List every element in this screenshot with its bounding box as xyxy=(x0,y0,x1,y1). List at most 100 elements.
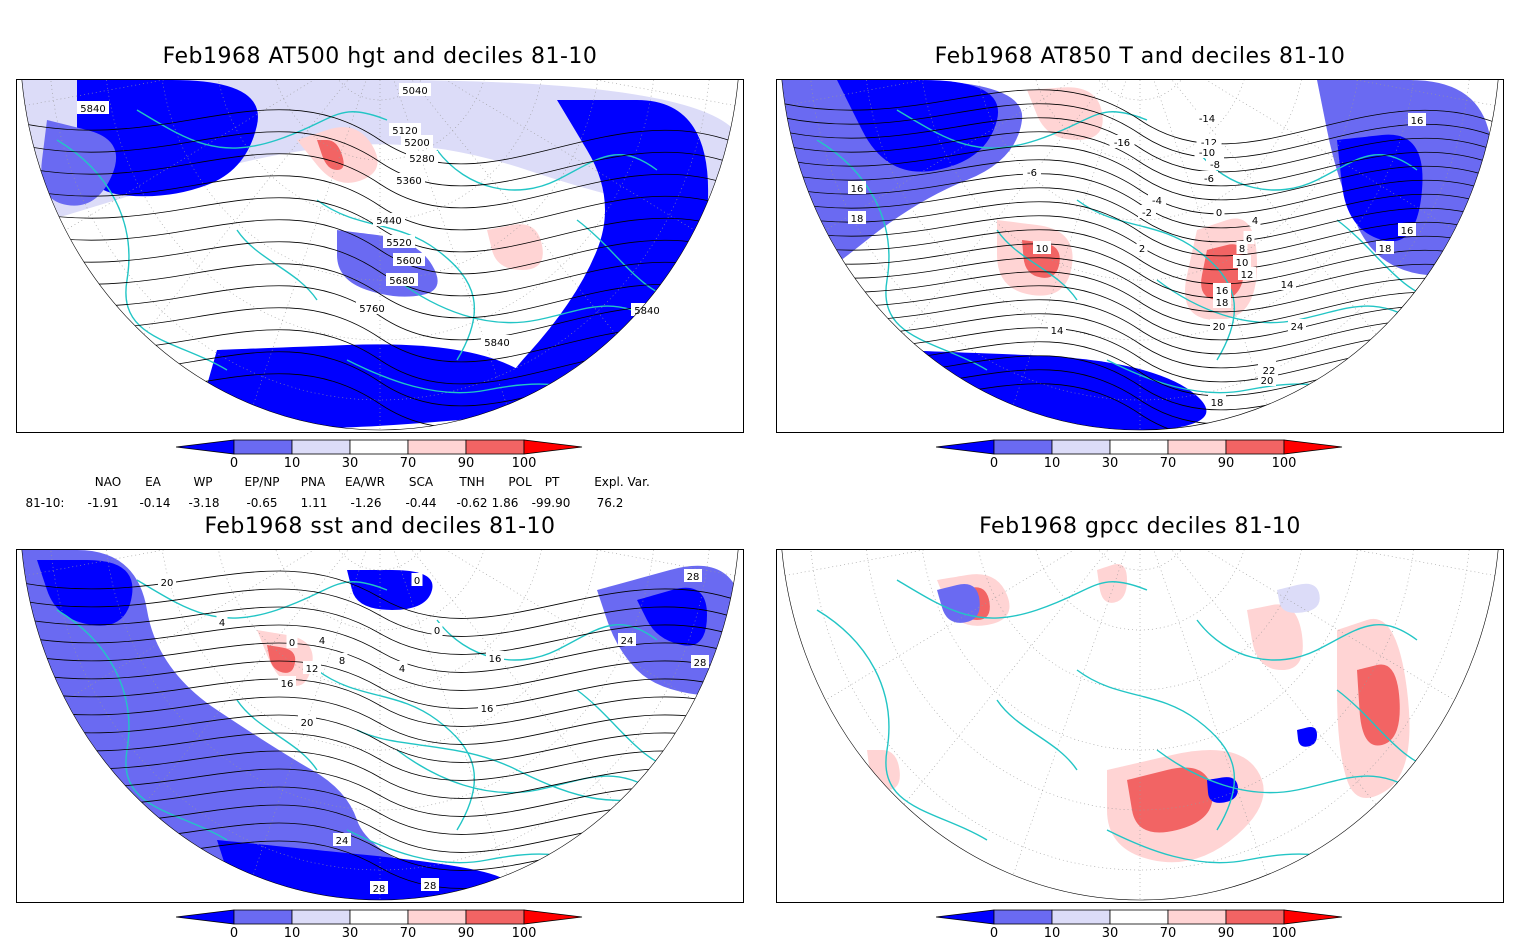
graticule-line xyxy=(1139,550,1284,900)
contour-line xyxy=(780,131,1500,187)
colorbar-swatch xyxy=(291,439,351,455)
contour-label: 4 xyxy=(1252,216,1258,227)
contour-label: 16 xyxy=(851,184,864,195)
coastline xyxy=(396,279,668,331)
panel-title-at500: Feb1968 AT500 hgt and deciles 81-10 xyxy=(162,44,598,69)
coastline xyxy=(1196,149,1418,191)
contour-label: 6 xyxy=(1246,234,1252,245)
contour-label-bg xyxy=(1196,135,1222,148)
disk-edge xyxy=(781,80,1499,431)
colorbar-tick-label: 70 xyxy=(1159,456,1177,471)
colorbar-swatch xyxy=(1283,439,1343,455)
contour-label-bg xyxy=(1136,241,1148,254)
index-header: WP xyxy=(193,475,213,489)
contour-label-bg xyxy=(1208,395,1226,408)
coastline xyxy=(136,109,388,149)
panel-title-sst: Feb1968 sst and deciles 81-10 xyxy=(204,514,556,539)
contour-line xyxy=(780,103,1500,159)
colorbar-tick-label: 0 xyxy=(989,456,999,471)
contour-label: 28 xyxy=(687,572,700,583)
decile-region xyxy=(1127,767,1213,833)
contour-label-bg xyxy=(1023,165,1041,178)
coastline xyxy=(436,149,658,191)
colorbar-gpcc: 0 10 30 70 90 100 xyxy=(936,908,1346,948)
contour-label: 4 xyxy=(399,664,405,675)
index-value: -1.91 xyxy=(87,496,119,510)
index-header: NAO xyxy=(94,475,122,489)
contour-label-bg xyxy=(848,211,866,224)
colorbar-swatch xyxy=(1167,439,1227,455)
contour-label: 5280 xyxy=(409,154,434,165)
contour-line xyxy=(20,109,740,165)
colorbar-tick-label: 70 xyxy=(399,456,417,471)
colorbar-tick-label: 0 xyxy=(229,926,239,941)
decile-region xyxy=(1337,134,1423,242)
contour-label-bg xyxy=(848,181,866,194)
contour-label-bg xyxy=(393,173,425,186)
contour-label: 5120 xyxy=(392,126,417,137)
contour-label: 0 xyxy=(434,626,440,637)
contour-label-bg xyxy=(478,701,496,714)
decile-region xyxy=(1297,727,1317,747)
map-at850: -14-12-10-8-6-4-202468101214161820222410… xyxy=(776,79,1504,433)
contour-label: -8 xyxy=(1210,160,1220,171)
disk-edge xyxy=(21,80,739,431)
decile-region xyxy=(637,587,707,646)
contour-label-bg xyxy=(158,575,176,588)
decile-region xyxy=(205,344,541,429)
contour-line xyxy=(20,570,740,619)
contour-label-bg xyxy=(373,213,405,226)
contour-label: 14 xyxy=(1281,280,1294,291)
graticule-line xyxy=(379,80,524,430)
colorbar-swatch xyxy=(176,909,235,925)
index-value: 76.2 xyxy=(596,496,624,510)
colorbar-tick-label: 100 xyxy=(511,456,537,471)
contour-label-bg xyxy=(1213,295,1231,308)
contour-line xyxy=(20,606,740,655)
contour-label: 12 xyxy=(306,664,319,675)
contour-label-bg xyxy=(684,569,702,582)
colorbar-strip xyxy=(936,439,1343,455)
colorbar-tick-label: 100 xyxy=(511,926,537,941)
coastline xyxy=(996,229,1078,301)
contour-label: 4 xyxy=(219,618,225,629)
index-header: PNA xyxy=(300,475,326,489)
contour-line xyxy=(780,173,1500,229)
index-header: Expl. Var. xyxy=(594,475,650,489)
contour-label-bg xyxy=(1206,157,1224,170)
contour-label-bg xyxy=(1398,223,1416,236)
contour-label-bg xyxy=(1138,205,1156,218)
contour-label: 10 xyxy=(1036,244,1049,255)
colorbar-tick-label: 10 xyxy=(283,926,301,941)
colorbar-swatch xyxy=(233,909,293,925)
colorbar-tick-label: 90 xyxy=(457,926,475,941)
contour-label: 18 xyxy=(1216,298,1229,309)
index-value: -3.18 xyxy=(188,496,220,510)
contour-label-bg xyxy=(691,655,709,668)
graticule-line xyxy=(379,80,740,261)
contour-label: 5360 xyxy=(396,176,421,187)
contour-label-bg xyxy=(356,301,388,314)
contour-line xyxy=(20,197,740,253)
colorbar-tick-label: 100 xyxy=(1271,456,1297,471)
graticule-line xyxy=(1139,550,1500,731)
colorbar-swatch xyxy=(465,909,525,925)
contour-line xyxy=(780,117,1500,173)
contour-label: -4 xyxy=(1152,196,1162,207)
contour-label-bg xyxy=(431,623,443,636)
index-value: -0.65 xyxy=(246,496,278,510)
contour-label: 28 xyxy=(694,658,707,669)
contour-label-bg xyxy=(421,878,439,891)
graticule-line xyxy=(1139,80,1500,261)
contour-label-bg xyxy=(370,881,388,894)
contour-label: -14 xyxy=(1199,114,1215,125)
colorbar-swatch xyxy=(1167,909,1227,925)
contour-label-bg xyxy=(1210,319,1228,332)
contour-line xyxy=(780,89,1500,145)
contour-label-bg xyxy=(386,273,418,286)
index-value: -0.44 xyxy=(405,496,437,510)
coastline xyxy=(1076,669,1236,831)
colorbar-tick-label: 90 xyxy=(1217,456,1235,471)
contour-label: 20 xyxy=(1213,322,1226,333)
contour-label-bg xyxy=(336,653,348,666)
